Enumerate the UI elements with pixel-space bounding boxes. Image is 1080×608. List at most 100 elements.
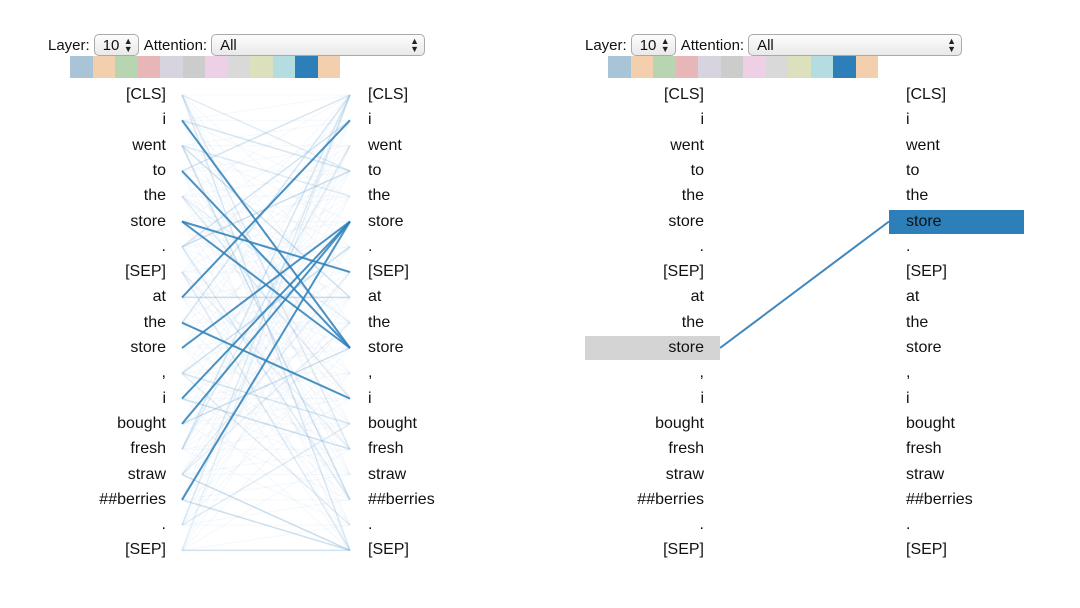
- left-token[interactable]: straw: [127, 465, 166, 483]
- right-token[interactable]: to: [906, 161, 920, 179]
- attention-select[interactable]: All ▲ ▼: [211, 34, 426, 56]
- head-swatch-7[interactable]: [743, 56, 766, 78]
- left-token[interactable]: the: [143, 187, 166, 205]
- layer-select[interactable]: 10 ▲ ▼: [93, 34, 139, 56]
- left-token[interactable]: [SEP]: [663, 263, 704, 281]
- right-token[interactable]: the: [368, 187, 391, 205]
- head-swatch-5[interactable]: [160, 56, 183, 78]
- head-swatch-4[interactable]: [675, 56, 698, 78]
- left-token[interactable]: bought: [117, 414, 166, 432]
- right-token[interactable]: i: [906, 111, 910, 129]
- right-token[interactable]: ##berries: [368, 490, 435, 508]
- left-token[interactable]: store: [130, 339, 166, 356]
- head-swatch-1[interactable]: [70, 56, 93, 78]
- left-token[interactable]: [SEP]: [125, 263, 166, 281]
- right-token[interactable]: went: [368, 136, 402, 154]
- right-token[interactable]: the: [906, 187, 929, 205]
- left-token[interactable]: fresh: [668, 440, 704, 458]
- right-token[interactable]: i: [906, 389, 910, 407]
- left-token[interactable]: at: [690, 288, 704, 306]
- left-token[interactable]: ,: [699, 364, 704, 382]
- left-token[interactable]: went: [670, 136, 704, 154]
- left-token[interactable]: fresh: [130, 440, 166, 458]
- left-token[interactable]: i: [700, 111, 704, 129]
- left-token[interactable]: i: [700, 389, 704, 407]
- left-token[interactable]: bought: [655, 414, 704, 432]
- head-swatch-5[interactable]: [698, 56, 721, 78]
- head-swatch-8[interactable]: [765, 56, 788, 78]
- right-token[interactable]: [CLS]: [368, 86, 409, 103]
- head-swatch-7[interactable]: [205, 56, 228, 78]
- head-swatch-9[interactable]: [250, 56, 273, 78]
- left-token[interactable]: store: [585, 336, 720, 360]
- head-swatch-6[interactable]: [720, 56, 743, 78]
- left-token[interactable]: the: [143, 313, 166, 331]
- left-token[interactable]: the: [681, 313, 704, 331]
- right-token[interactable]: store: [368, 339, 404, 356]
- head-swatch-8[interactable]: [227, 56, 250, 78]
- right-token[interactable]: fresh: [906, 440, 942, 458]
- right-token[interactable]: .: [906, 237, 911, 255]
- right-token[interactable]: at: [906, 288, 920, 306]
- left-token[interactable]: i: [162, 111, 166, 129]
- left-token[interactable]: [SEP]: [125, 541, 166, 559]
- left-token[interactable]: [SEP]: [663, 541, 704, 559]
- left-token[interactable]: .: [699, 237, 704, 255]
- left-token[interactable]: to: [690, 161, 704, 179]
- left-token[interactable]: the: [681, 187, 704, 205]
- right-token[interactable]: store: [906, 339, 942, 356]
- right-token[interactable]: .: [368, 516, 373, 534]
- head-swatch-3[interactable]: [653, 56, 676, 78]
- head-swatch-11[interactable]: [833, 56, 856, 78]
- right-token[interactable]: [SEP]: [906, 263, 947, 281]
- right-token[interactable]: store: [368, 212, 404, 230]
- left-token[interactable]: went: [132, 136, 166, 154]
- left-token[interactable]: store: [130, 212, 166, 230]
- right-token[interactable]: bought: [368, 414, 417, 432]
- right-token[interactable]: ,: [906, 364, 911, 382]
- left-token[interactable]: store: [668, 212, 704, 230]
- head-swatch-10[interactable]: [272, 56, 295, 78]
- right-token[interactable]: [SEP]: [368, 541, 409, 559]
- right-token[interactable]: the: [906, 313, 929, 331]
- left-token[interactable]: .: [699, 516, 704, 534]
- right-token[interactable]: the: [368, 313, 391, 331]
- right-token[interactable]: [SEP]: [368, 263, 409, 281]
- left-token[interactable]: [CLS]: [663, 86, 704, 103]
- left-token[interactable]: .: [161, 237, 166, 255]
- head-swatch-2[interactable]: [630, 56, 653, 78]
- head-swatch-3[interactable]: [115, 56, 138, 78]
- right-token[interactable]: .: [368, 237, 373, 255]
- head-swatch-6[interactable]: [182, 56, 205, 78]
- right-token[interactable]: ##berries: [906, 490, 973, 508]
- attention-select[interactable]: All ▲ ▼: [748, 34, 963, 56]
- left-token[interactable]: at: [152, 288, 166, 306]
- head-swatch-2[interactable]: [92, 56, 115, 78]
- right-token[interactable]: straw: [368, 465, 407, 483]
- right-token[interactable]: [SEP]: [906, 541, 947, 559]
- left-token[interactable]: [CLS]: [125, 86, 166, 103]
- head-swatch-4[interactable]: [137, 56, 160, 78]
- head-swatch-12[interactable]: [317, 56, 340, 78]
- left-token[interactable]: .: [161, 516, 166, 534]
- head-swatch-1[interactable]: [608, 56, 631, 78]
- left-token[interactable]: i: [162, 389, 166, 407]
- left-token[interactable]: ##berries: [99, 490, 166, 508]
- head-swatch-10[interactable]: [810, 56, 833, 78]
- right-token[interactable]: i: [368, 111, 372, 129]
- left-token[interactable]: to: [152, 161, 166, 179]
- right-token[interactable]: ,: [368, 364, 373, 382]
- right-token[interactable]: i: [368, 389, 372, 407]
- left-token[interactable]: straw: [665, 465, 704, 483]
- head-swatch-12[interactable]: [855, 56, 878, 78]
- layer-select[interactable]: 10 ▲ ▼: [630, 34, 676, 56]
- head-swatch-9[interactable]: [788, 56, 811, 78]
- right-token[interactable]: store: [889, 209, 1024, 234]
- right-token[interactable]: bought: [906, 414, 955, 432]
- left-token[interactable]: ,: [161, 364, 166, 382]
- right-token[interactable]: [CLS]: [906, 86, 947, 103]
- right-token[interactable]: .: [906, 516, 911, 534]
- right-token[interactable]: fresh: [368, 440, 404, 458]
- right-token[interactable]: went: [906, 136, 940, 154]
- head-swatch-11[interactable]: [295, 56, 318, 78]
